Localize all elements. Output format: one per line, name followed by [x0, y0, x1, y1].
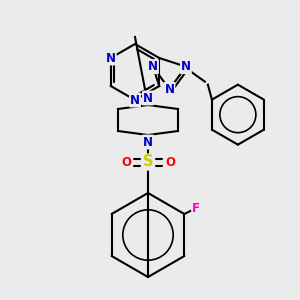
- Text: N: N: [143, 136, 153, 148]
- Text: N: N: [143, 92, 153, 104]
- Text: N: N: [181, 60, 191, 73]
- Text: O: O: [121, 155, 131, 169]
- Text: N: N: [148, 60, 158, 73]
- Text: S: S: [143, 154, 153, 169]
- Text: F: F: [192, 202, 200, 215]
- Text: N: N: [106, 52, 116, 64]
- Text: O: O: [165, 155, 175, 169]
- Text: N: N: [130, 94, 140, 106]
- Text: N: N: [164, 83, 174, 96]
